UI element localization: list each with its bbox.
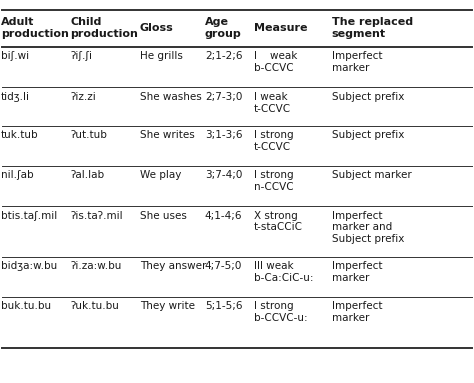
Text: Child
production: Child production <box>70 17 138 39</box>
Text: tuk.tub: tuk.tub <box>1 130 38 140</box>
Text: Imperfect
marker: Imperfect marker <box>332 261 383 283</box>
Text: I strong
n-CCVC: I strong n-CCVC <box>254 170 293 192</box>
Text: Subject marker: Subject marker <box>332 170 411 180</box>
Text: Adult
production: Adult production <box>1 17 69 39</box>
Text: tidʒ.li: tidʒ.li <box>1 92 30 102</box>
Text: Measure: Measure <box>254 23 307 33</box>
Text: I weak
t-CCVC: I weak t-CCVC <box>254 92 291 113</box>
Text: 2;7-3;0: 2;7-3;0 <box>205 92 242 102</box>
Text: ʔal.lab: ʔal.lab <box>70 170 104 180</box>
Text: ʔi.za:w.bu: ʔi.za:w.bu <box>70 261 121 271</box>
Text: I strong
b-CCVC-u:: I strong b-CCVC-u: <box>254 301 307 323</box>
Text: 4;7-5;0: 4;7-5;0 <box>205 261 242 271</box>
Text: She writes: She writes <box>140 130 195 140</box>
Text: She washes: She washes <box>140 92 201 102</box>
Text: 5;1-5;6: 5;1-5;6 <box>205 301 242 311</box>
Text: Imperfect
marker: Imperfect marker <box>332 51 383 73</box>
Text: Imperfect
marker: Imperfect marker <box>332 301 383 323</box>
Text: The replaced
segment: The replaced segment <box>332 17 413 39</box>
Text: ʔiz.zi: ʔiz.zi <box>70 92 96 102</box>
Text: biʃ.wi: biʃ.wi <box>1 51 29 61</box>
Text: I strong
t-CCVC: I strong t-CCVC <box>254 130 293 152</box>
Text: They write: They write <box>140 301 195 311</box>
Text: III weak
b-Ca:CiC-u:: III weak b-Ca:CiC-u: <box>254 261 313 283</box>
Text: Age
group: Age group <box>205 17 242 39</box>
Text: Subject prefix: Subject prefix <box>332 92 404 102</box>
Text: Imperfect
marker and
Subject prefix: Imperfect marker and Subject prefix <box>332 211 404 244</box>
Text: We play: We play <box>140 170 181 180</box>
Text: 4;1-4;6: 4;1-4;6 <box>205 211 242 221</box>
Text: 3;1-3;6: 3;1-3;6 <box>205 130 242 140</box>
Text: ʔut.tub: ʔut.tub <box>70 130 107 140</box>
Text: btis.taʃ.mil: btis.taʃ.mil <box>1 211 57 221</box>
Text: Gloss: Gloss <box>140 23 173 33</box>
Text: She uses: She uses <box>140 211 187 221</box>
Text: Subject prefix: Subject prefix <box>332 130 404 140</box>
Text: 3;7-4;0: 3;7-4;0 <box>205 170 242 180</box>
Text: ʔis.taʔ.mil: ʔis.taʔ.mil <box>70 211 123 221</box>
Text: ʔuk.tu.bu: ʔuk.tu.bu <box>70 301 119 311</box>
Text: X strong
t-staCCiC: X strong t-staCCiC <box>254 211 302 232</box>
Text: ʔiʃ.ʃi: ʔiʃ.ʃi <box>70 51 92 61</box>
Text: I    weak
b-CCVC: I weak b-CCVC <box>254 51 297 73</box>
Text: He grills: He grills <box>140 51 182 61</box>
Text: bidʒa:w.bu: bidʒa:w.bu <box>1 261 57 271</box>
Text: buk.tu.bu: buk.tu.bu <box>1 301 51 311</box>
Text: nil.ʃab: nil.ʃab <box>1 170 34 180</box>
Text: 2;1-2;6: 2;1-2;6 <box>205 51 242 61</box>
Text: They answer: They answer <box>140 261 206 271</box>
